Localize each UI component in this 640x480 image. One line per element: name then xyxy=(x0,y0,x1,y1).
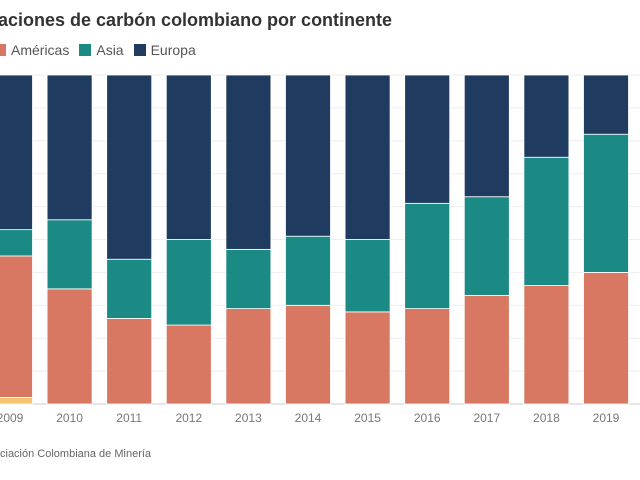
bar-segment-amricas-2010 xyxy=(46,288,93,405)
bar-segment-asia-2014 xyxy=(285,235,331,306)
bar-segment-asia-2009 xyxy=(0,229,33,257)
bar-segment-asia-2016 xyxy=(404,202,451,309)
x-tick-label: 2009 xyxy=(0,411,24,425)
bar-segment-amricas-2011 xyxy=(106,318,153,405)
bar-segment-asia-2019 xyxy=(583,133,629,273)
bar-segment-asia-2017 xyxy=(463,196,510,296)
legend-label: Europa xyxy=(150,42,196,58)
bar-segment-europa-2015 xyxy=(344,74,391,240)
bar-segment-amricas-2017 xyxy=(463,295,510,405)
bar-segment-europa-2012 xyxy=(165,74,212,240)
x-tick-label: 2018 xyxy=(533,411,560,425)
legend-swatch xyxy=(79,44,92,56)
bar-segment-amricas-2014 xyxy=(285,304,331,405)
chart-title: aciones de carbón colombiano por contine… xyxy=(0,10,393,30)
x-tick-label: 2011 xyxy=(116,411,142,425)
bar-segment-amricas-2016 xyxy=(404,308,451,405)
bar-segment-asia-2018 xyxy=(523,156,570,286)
bar-segment-asia-2013 xyxy=(225,248,272,309)
bar-segment-europa-2019 xyxy=(583,74,629,135)
source-note: ciación Colombiana de Minería xyxy=(0,448,152,460)
legend-label: Asia xyxy=(96,42,124,58)
bar-segment-asia-2015 xyxy=(344,239,391,313)
legend-item-europa: Europa xyxy=(133,42,196,58)
legend-swatch xyxy=(0,44,6,56)
legend-item-asia: Asia xyxy=(79,42,124,58)
bar-segment-europa-2011 xyxy=(106,74,153,260)
x-tick-label: 2017 xyxy=(473,411,500,425)
legend-item-americas: Américas xyxy=(0,42,69,58)
x-tick-label: 2014 xyxy=(295,411,322,425)
bar-segment-europa-2016 xyxy=(404,74,451,204)
bar-segment-europa-2017 xyxy=(463,74,510,198)
x-tick-label: 2016 xyxy=(414,411,441,425)
bar-segment-amricas-2012 xyxy=(165,324,212,405)
bar-segment-europa-2013 xyxy=(225,74,272,250)
bar-segment-europa-2009 xyxy=(0,74,33,231)
bar-segment-europa-2010 xyxy=(46,74,93,221)
bar-segment-amricas-2009 xyxy=(0,255,33,398)
legend-swatch xyxy=(133,44,146,56)
bar-segment-amricas-2013 xyxy=(225,308,272,405)
x-tick-label: 2015 xyxy=(354,411,381,425)
x-tick-label: 2010 xyxy=(56,411,83,425)
x-tick-label: 2012 xyxy=(175,411,202,425)
legend-label: Américas xyxy=(11,42,70,58)
x-tick-label: 2013 xyxy=(235,411,262,425)
bar-segment-amricas-2018 xyxy=(523,285,570,405)
stacked-bar-chart: 2009 2010 2011 2012 2013 2014 2015 2016 2017 2018… xyxy=(0,74,640,425)
bar-segment-asia-2011 xyxy=(106,258,153,319)
bar-segment-otros-2009 xyxy=(0,397,33,405)
x-tick-label: 2019 xyxy=(593,411,620,425)
bar-segment-amricas-2019 xyxy=(583,271,629,405)
legend: Américas Asia Europa xyxy=(0,42,196,58)
bar-segment-asia-2012 xyxy=(165,239,212,326)
bar-segment-asia-2010 xyxy=(46,219,93,290)
bar-segment-amricas-2015 xyxy=(344,311,391,405)
bar-segment-europa-2018 xyxy=(523,74,570,158)
bar-segment-europa-2014 xyxy=(285,74,331,237)
